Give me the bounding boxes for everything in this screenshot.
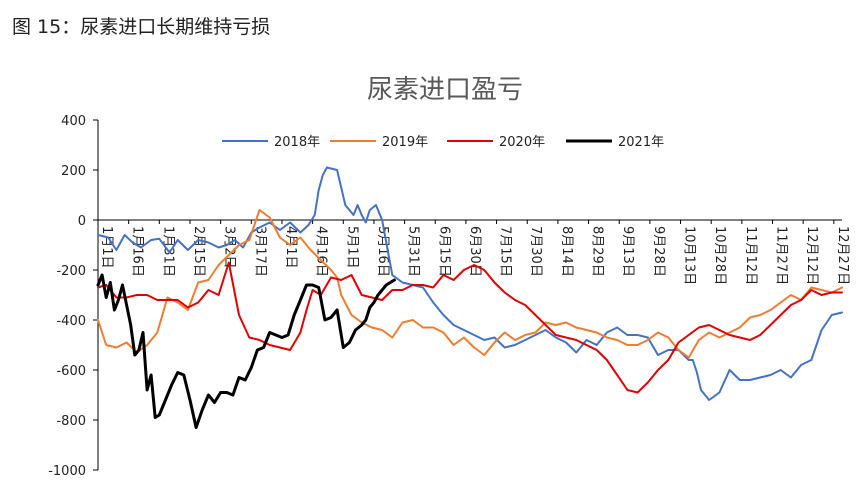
x-tick-label: 12月27日 xyxy=(835,226,850,285)
x-tick-label: 10月13日 xyxy=(682,226,697,285)
series-line-2018年 xyxy=(97,166,843,401)
y-tick-label: 0 xyxy=(78,214,86,229)
x-tick-label: 1月16日 xyxy=(130,226,145,277)
x-tick-label: 3月17日 xyxy=(252,226,267,277)
legend: 2018年 2019年 2020年 2021年 xyxy=(222,135,664,150)
x-tick-label: 12月12日 xyxy=(804,226,819,285)
series-line-2021年 xyxy=(96,273,396,429)
y-tick-label: -600 xyxy=(56,364,86,379)
x-tick-label: 4月1日 xyxy=(283,226,298,269)
legend-label: 2018年 xyxy=(274,135,320,150)
x-tick-label: 8月29日 xyxy=(590,226,605,277)
chart-title: 尿素进口盈亏 xyxy=(367,75,523,105)
x-tick-label: 4月16日 xyxy=(314,226,329,277)
y-tick-label: 200 xyxy=(61,164,86,179)
y-tick-label: -400 xyxy=(56,314,86,329)
x-tick-label: 11月12日 xyxy=(743,226,758,285)
x-tick-label: 10月28日 xyxy=(712,226,727,285)
series-line-2019年 xyxy=(97,209,843,359)
x-tick-label: 6月15日 xyxy=(436,226,451,277)
x-tick-label: 7月15日 xyxy=(498,226,513,277)
series-lines xyxy=(96,166,843,429)
x-tick-label: 7月30日 xyxy=(528,226,543,277)
x-axis: 1月1日 1月16日 1月31日 2月15日 3月2日 3月17日 4月1日 4月16日 5月1… xyxy=(97,219,850,285)
legend-label: 2021年 xyxy=(618,135,664,150)
x-tick-label: 2月15日 xyxy=(191,226,206,277)
y-axis: 400 200 0 -200 -400 -600 -800 -1000 xyxy=(48,114,99,479)
x-tick-label: 8月14日 xyxy=(559,226,574,277)
figure-caption: 图 15：尿素进口长期维持亏损 xyxy=(12,16,271,38)
y-tick-label: 400 xyxy=(61,114,86,129)
x-tick-label: 11月27日 xyxy=(774,226,789,285)
x-tick-label: 6月30日 xyxy=(467,226,482,277)
y-tick-label: -800 xyxy=(56,414,86,429)
x-tick-label: 1月1日 xyxy=(99,226,114,269)
y-tick-label: -1000 xyxy=(48,464,86,479)
series-line-2020年 xyxy=(97,261,843,394)
x-tick-label: 5月31日 xyxy=(406,226,421,277)
x-tick-label: 5月1日 xyxy=(344,226,359,269)
legend-label: 2020年 xyxy=(499,135,545,150)
y-tick-label: -200 xyxy=(56,264,86,279)
x-tick-label: 9月13日 xyxy=(620,226,635,277)
legend-label: 2019年 xyxy=(382,135,428,150)
x-tick-label: 9月28日 xyxy=(651,226,666,277)
